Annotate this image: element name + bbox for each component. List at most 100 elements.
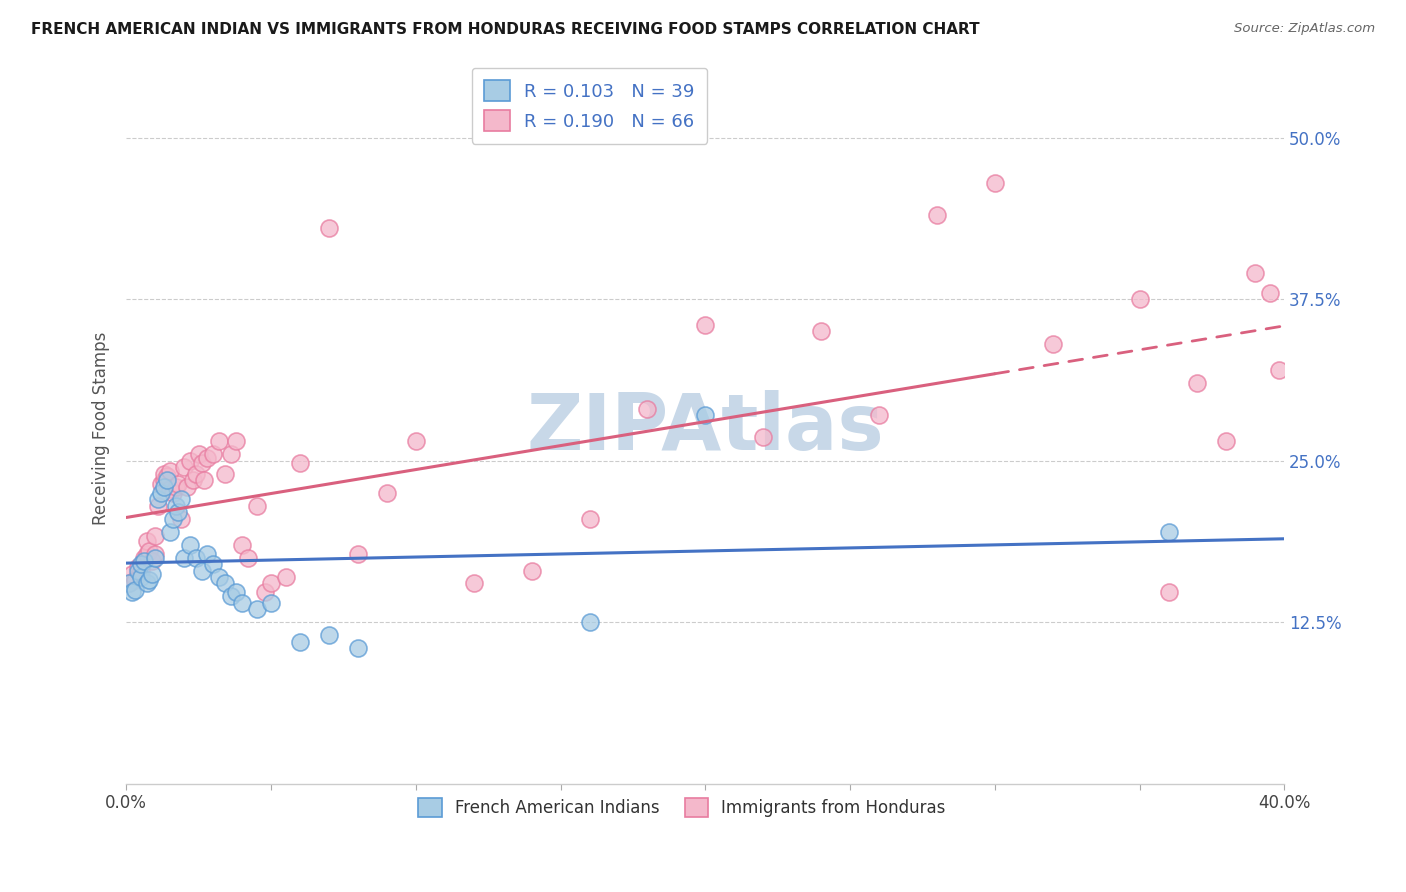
Point xyxy=(752,430,775,444)
Point xyxy=(578,615,600,630)
Point xyxy=(118,576,141,591)
Point xyxy=(236,550,259,565)
Point xyxy=(156,469,179,483)
Point xyxy=(208,570,231,584)
Point xyxy=(231,538,253,552)
Point xyxy=(135,533,157,548)
Text: Source: ZipAtlas.com: Source: ZipAtlas.com xyxy=(1234,22,1375,36)
Point xyxy=(260,596,283,610)
Point xyxy=(695,409,717,423)
Point xyxy=(138,573,160,587)
Point xyxy=(810,325,832,339)
Point xyxy=(925,208,948,222)
Point xyxy=(190,456,212,470)
Point xyxy=(138,544,160,558)
Point xyxy=(1042,337,1064,351)
Point xyxy=(132,554,155,568)
Point xyxy=(179,538,201,552)
Point xyxy=(219,447,242,461)
Point xyxy=(1157,585,1180,599)
Point xyxy=(190,564,212,578)
Point xyxy=(143,547,166,561)
Point xyxy=(225,585,247,599)
Y-axis label: Receiving Food Stamps: Receiving Food Stamps xyxy=(93,332,110,525)
Point xyxy=(214,576,236,591)
Point xyxy=(347,547,370,561)
Point xyxy=(347,641,370,656)
Point xyxy=(143,528,166,542)
Point xyxy=(146,499,169,513)
Point xyxy=(121,567,143,582)
Point xyxy=(179,453,201,467)
Point xyxy=(184,467,207,481)
Point xyxy=(118,576,141,591)
Legend: French American Indians, Immigrants from Honduras: French American Indians, Immigrants from… xyxy=(411,789,955,825)
Point xyxy=(127,559,149,574)
Point xyxy=(1128,292,1150,306)
Point xyxy=(121,585,143,599)
Point xyxy=(984,176,1007,190)
Point xyxy=(176,479,198,493)
Text: FRENCH AMERICAN INDIAN VS IMMIGRANTS FROM HONDURAS RECEIVING FOOD STAMPS CORRELA: FRENCH AMERICAN INDIAN VS IMMIGRANTS FRO… xyxy=(31,22,980,37)
Point xyxy=(202,447,225,461)
Point xyxy=(162,486,184,500)
Point xyxy=(274,570,297,584)
Point xyxy=(1187,376,1209,391)
Point xyxy=(219,590,242,604)
Point xyxy=(153,479,176,493)
Point xyxy=(153,473,176,487)
Point xyxy=(254,585,277,599)
Point xyxy=(318,221,340,235)
Point xyxy=(127,564,149,578)
Point xyxy=(170,492,193,507)
Point xyxy=(143,550,166,565)
Point xyxy=(225,434,247,449)
Point xyxy=(181,473,204,487)
Point xyxy=(231,596,253,610)
Point xyxy=(165,499,187,513)
Point xyxy=(156,473,179,487)
Point xyxy=(141,554,163,568)
Point xyxy=(129,564,152,578)
Point xyxy=(520,564,543,578)
Point xyxy=(146,492,169,507)
Point xyxy=(202,557,225,571)
Point xyxy=(129,570,152,584)
Point xyxy=(1157,524,1180,539)
Point xyxy=(318,628,340,642)
Point xyxy=(167,477,190,491)
Point xyxy=(195,547,218,561)
Point xyxy=(124,573,146,587)
Point xyxy=(124,582,146,597)
Point xyxy=(159,524,181,539)
Point xyxy=(1258,285,1281,300)
Point xyxy=(288,634,311,648)
Point xyxy=(245,602,267,616)
Point xyxy=(132,550,155,565)
Point xyxy=(868,409,890,423)
Point xyxy=(165,479,187,493)
Point xyxy=(141,567,163,582)
Point xyxy=(375,486,398,500)
Point xyxy=(150,486,173,500)
Point xyxy=(260,576,283,591)
Point xyxy=(1244,266,1267,280)
Point xyxy=(578,512,600,526)
Point xyxy=(153,467,176,481)
Point xyxy=(245,499,267,513)
Point xyxy=(173,460,195,475)
Point xyxy=(135,547,157,561)
Point xyxy=(636,401,658,416)
Point xyxy=(405,434,427,449)
Point xyxy=(1215,434,1237,449)
Point xyxy=(184,550,207,565)
Text: ZIPAtlas: ZIPAtlas xyxy=(526,391,884,467)
Point xyxy=(150,477,173,491)
Point xyxy=(463,576,485,591)
Point xyxy=(173,550,195,565)
Point xyxy=(135,576,157,591)
Point xyxy=(129,557,152,571)
Point xyxy=(170,512,193,526)
Point xyxy=(167,505,190,519)
Point xyxy=(208,434,231,449)
